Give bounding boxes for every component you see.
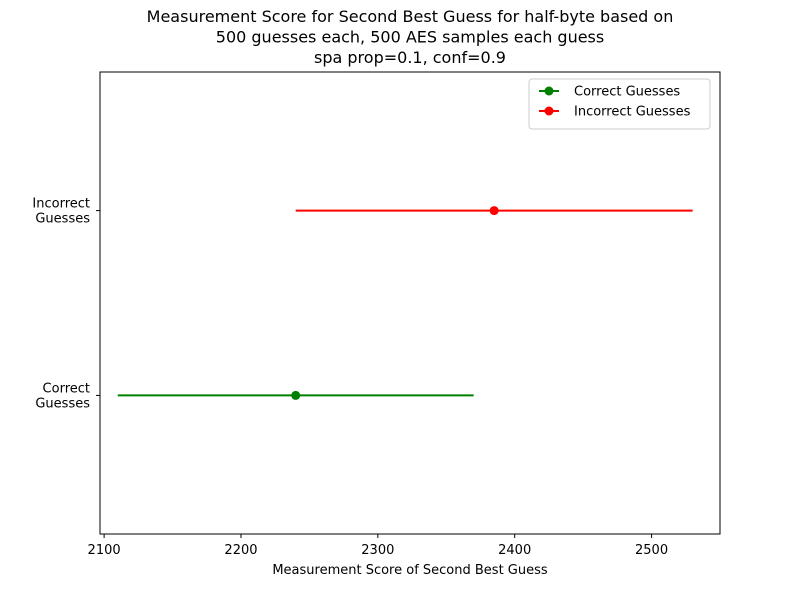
x-tick-label: 2300 xyxy=(361,543,394,558)
legend: Correct Guesses Incorrect Guesses xyxy=(528,78,711,130)
chart-title-line: spa prop=0.1, conf=0.9 xyxy=(314,48,506,67)
chart-title-line: Measurement Score for Second Best Guess … xyxy=(147,7,674,26)
chart-title: Measurement Score for Second Best Guess … xyxy=(147,7,674,67)
data-marks xyxy=(117,206,693,400)
legend-box xyxy=(528,78,711,130)
y-tick-label: Correct xyxy=(43,381,90,396)
x-tick-label: 2500 xyxy=(635,543,668,558)
legend-marker xyxy=(544,106,554,116)
x-tick-label: 2200 xyxy=(224,543,257,558)
plot-area xyxy=(99,71,721,535)
legend-entry-label: Correct Guesses xyxy=(574,85,680,100)
data-point xyxy=(291,390,301,400)
x-axis: 2100 2200 2300 2400 2500 xyxy=(88,534,668,558)
chart-title-line: 500 guesses each, 500 AES samples each g… xyxy=(216,28,604,47)
data-point xyxy=(489,206,499,216)
y-tick-label: Guesses xyxy=(35,396,90,411)
y-tick-label: Incorrect xyxy=(32,197,90,212)
legend-entry-label: Incorrect Guesses xyxy=(574,105,691,120)
y-tick-label: Guesses xyxy=(35,212,90,227)
x-tick-label: 2100 xyxy=(88,543,121,558)
legend-marker xyxy=(544,86,554,96)
x-axis-label: Measurement Score of Second Best Guess xyxy=(272,563,548,578)
x-tick-label: 2400 xyxy=(498,543,531,558)
